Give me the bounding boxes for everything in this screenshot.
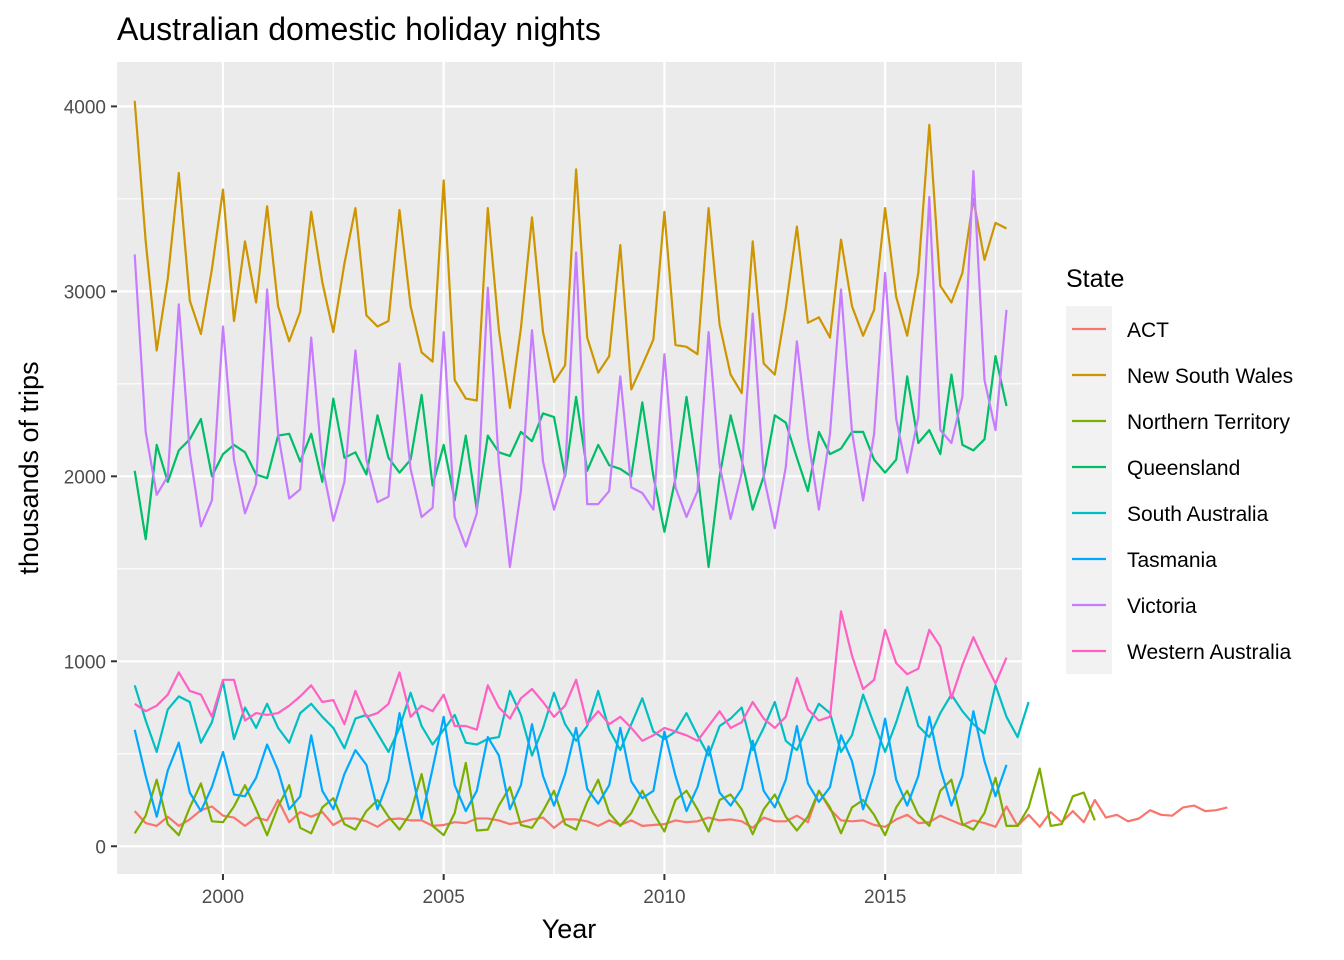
x-tick-label: 2010 (643, 887, 685, 908)
x-tick-label: 2000 (202, 887, 244, 908)
x-axis-title: Year (542, 914, 597, 944)
y-tick-label: 1000 (64, 652, 106, 673)
minor-gridlines (117, 62, 1022, 874)
series-line-new-south-wales (133, 100, 1007, 409)
series-line-south-australia (133, 680, 1030, 757)
legend-title: State (1066, 265, 1124, 293)
x-tick-label: 2015 (864, 887, 906, 908)
y-tick-label: 4000 (64, 97, 106, 118)
x-tick-label: 2005 (423, 887, 465, 908)
y-tick-label: 0 (95, 837, 106, 858)
legend-label: Northern Territory (1127, 411, 1290, 434)
legend-label: Western Australia (1127, 641, 1292, 664)
series-line-northern-territory (133, 761, 1096, 837)
legend-label: South Australia (1127, 503, 1269, 526)
series-line-western-australia (134, 610, 1008, 742)
legend-label: New South Wales (1127, 365, 1293, 388)
legend: ACT New South Wales Northern Territory Quee… (1066, 306, 1293, 674)
series-line-act (133, 789, 1228, 829)
legend-label: Tasmania (1127, 549, 1217, 572)
y-tick-labels: 0 1000 2000 3000 4000 (64, 97, 106, 858)
legend-label: Queensland (1127, 457, 1240, 480)
plot-panel (117, 62, 1022, 874)
series-line-victoria (133, 170, 1008, 569)
legend-label: ACT (1127, 319, 1169, 342)
legend-label: Victoria (1127, 595, 1197, 618)
x-tick-labels: 2000 2005 2010 2015 (202, 887, 906, 908)
chart-title: Australian domestic holiday nights (117, 11, 601, 47)
y-tick-label: 2000 (64, 467, 106, 488)
legend-key-background (1066, 306, 1112, 674)
y-tick-label: 3000 (64, 282, 106, 303)
series-line-tasmania (133, 710, 1008, 820)
axis-ticks (111, 105, 887, 880)
series-lines (133, 100, 1228, 837)
series-line-queensland (133, 355, 1008, 569)
y-axis-title: thousands of trips (14, 361, 44, 574)
